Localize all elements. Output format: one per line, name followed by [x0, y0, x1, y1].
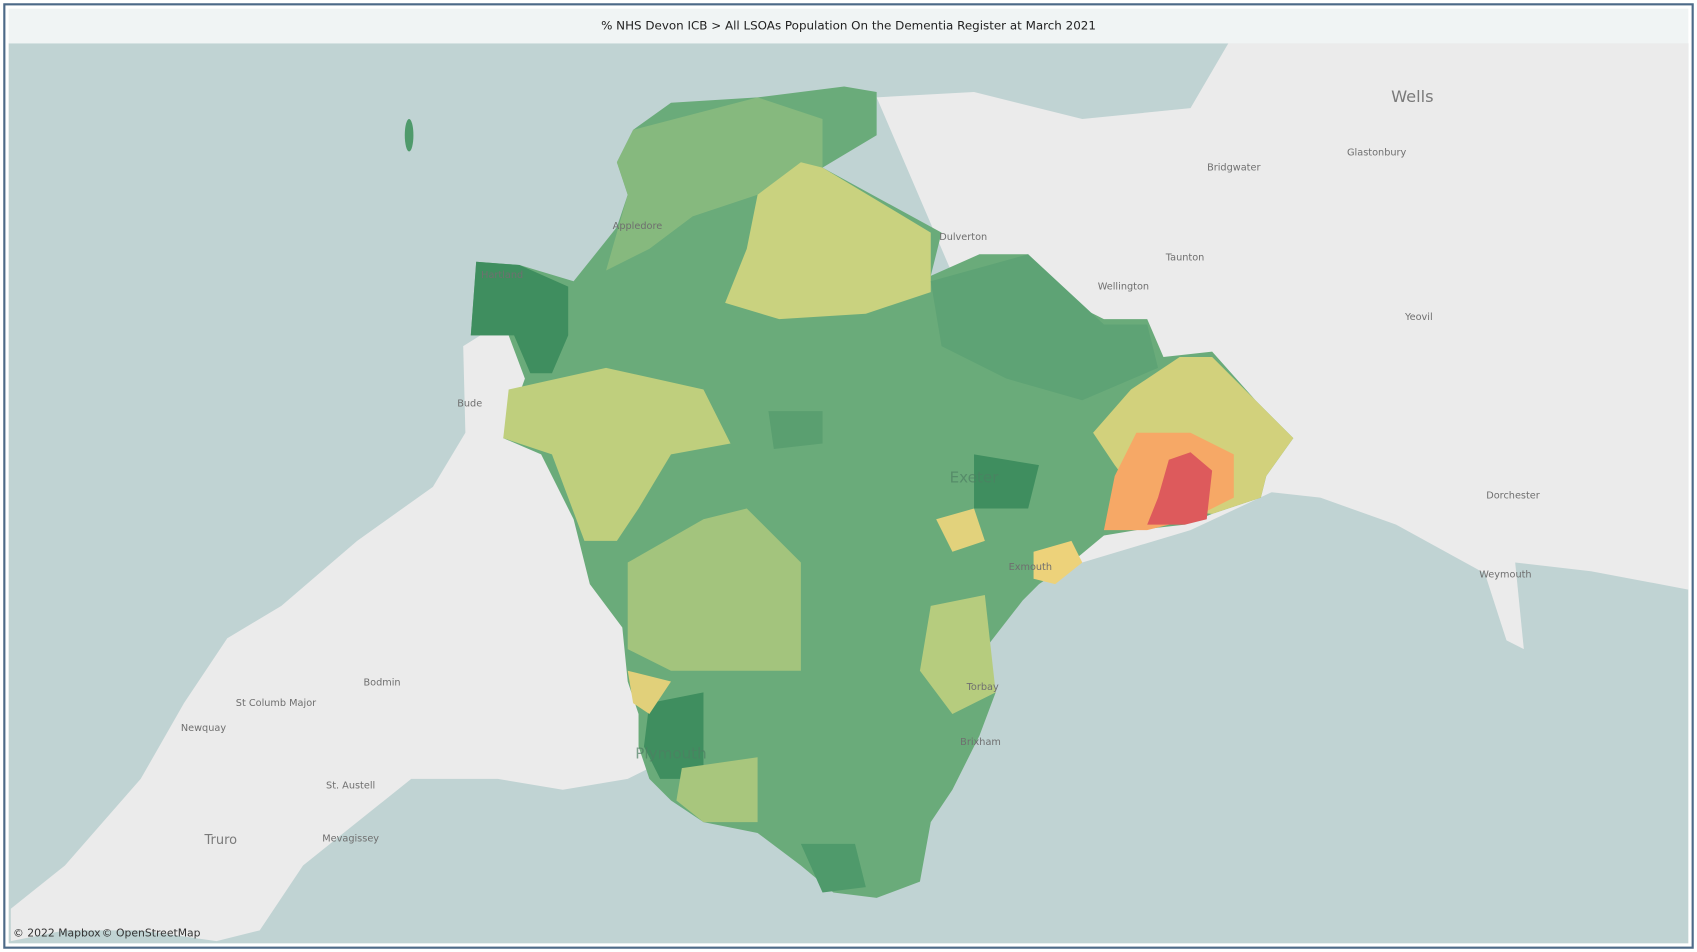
place-label: Truro — [204, 833, 238, 848]
region — [930, 254, 1159, 401]
region — [503, 367, 731, 541]
region — [1033, 540, 1083, 585]
place-label: Mevagissey — [322, 833, 379, 844]
place-label: Bodmin — [363, 678, 400, 689]
region — [643, 692, 704, 779]
attribution[interactable]: © OpenStreetMap — [102, 927, 201, 940]
place-label: Bridgwater — [1207, 163, 1260, 174]
title: % NHS Devon ICB > All LSOAs Population O… — [601, 18, 1096, 32]
place-label: Weymouth — [1479, 569, 1531, 580]
place-label: Plymouth — [635, 745, 706, 763]
region — [470, 86, 1294, 898]
place-label: Exmouth — [1009, 562, 1052, 573]
place-label: Newquay — [181, 723, 226, 734]
place-label: Torbay — [966, 682, 999, 693]
region — [768, 411, 823, 449]
place-label: Wells — [1391, 87, 1434, 106]
lundy-region — [404, 119, 414, 152]
place-label: St Columb Major — [236, 698, 316, 709]
place-label: Dorchester — [1486, 490, 1540, 501]
place-label: Wellington — [1098, 282, 1149, 293]
place-label: Appledore — [613, 221, 663, 232]
region — [936, 508, 985, 552]
place-labels: Wells Glastonbury Bridgwater Dulverton T… — [181, 87, 1540, 848]
place-label: Hartland — [481, 270, 523, 281]
place-label: Brixham — [960, 737, 1001, 748]
place-label: Glastonbury — [1347, 148, 1407, 159]
region — [606, 97, 823, 271]
region — [974, 454, 1039, 509]
region — [1147, 452, 1213, 525]
region — [470, 261, 569, 374]
title-bar — [8, 8, 1689, 44]
region — [627, 508, 801, 671]
land-cornwall — [10, 324, 672, 942]
place-label: Bude — [457, 399, 482, 410]
region — [800, 843, 866, 893]
place-label: Dulverton — [939, 232, 987, 243]
region — [725, 162, 931, 320]
region — [676, 757, 758, 823]
place-label: Exeter — [950, 469, 1000, 487]
attribution[interactable]: © 2022 Mapbox — [13, 927, 101, 940]
region — [919, 595, 996, 714]
region — [627, 670, 672, 714]
frame — [3, 3, 1694, 949]
devon-regions — [470, 86, 1294, 898]
place-label: Taunton — [1165, 252, 1205, 263]
place-label: Yeovil — [1404, 312, 1433, 323]
place-label: St. Austell — [326, 780, 375, 791]
